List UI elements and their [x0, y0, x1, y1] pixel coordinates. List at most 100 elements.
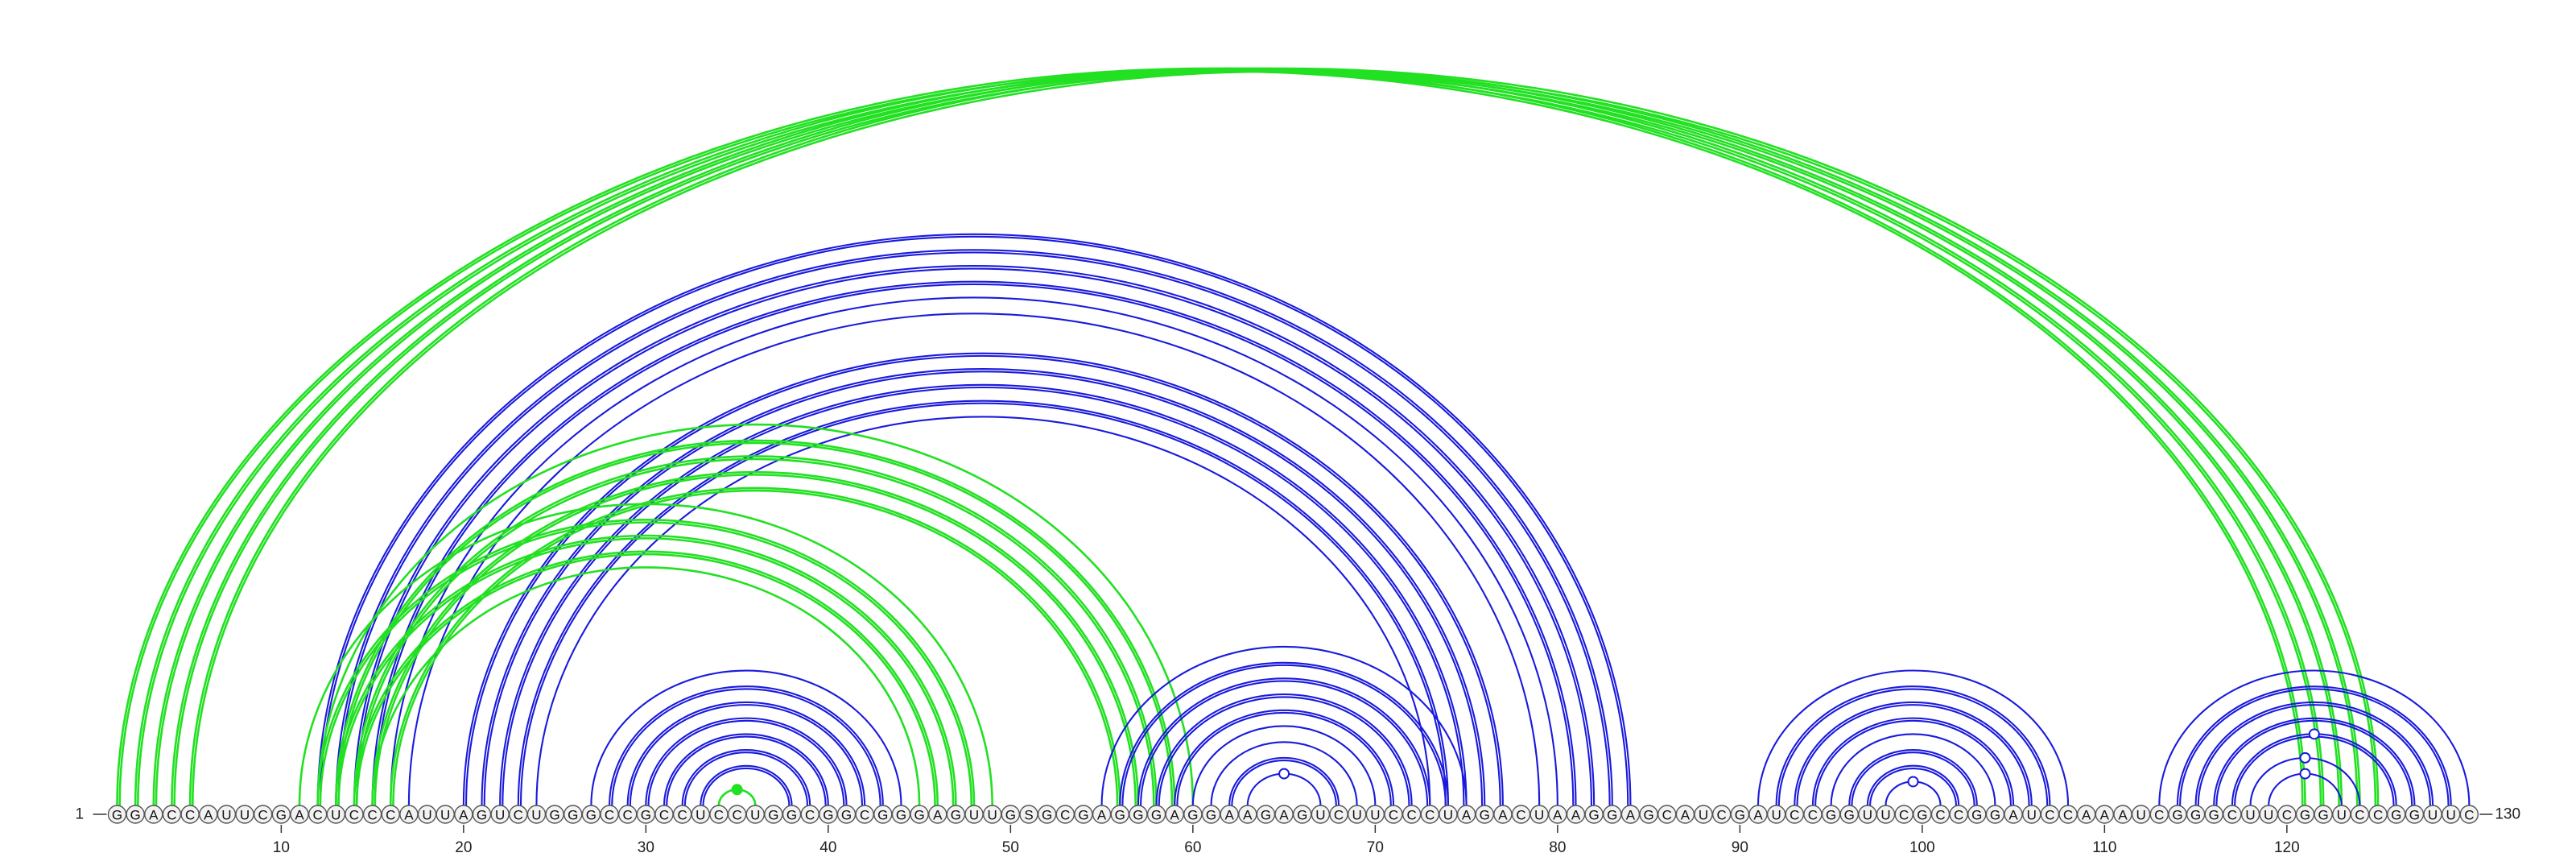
arc-56-74-inner: [1121, 664, 1447, 806]
nucleotide-11: A: [295, 808, 304, 823]
arc-97-102: [1866, 764, 1960, 806]
nucleotide-106: U: [2027, 808, 2037, 823]
nucleotide-69: U: [1352, 808, 1362, 823]
arc-55-75: [1100, 645, 1468, 806]
nucleotide-104: G: [1990, 808, 2000, 823]
arc-91-108: [1757, 669, 2070, 806]
arc-95-104: [1830, 733, 1996, 806]
tick-50-label: 50: [1002, 839, 1019, 856]
nucleotide-25: G: [549, 808, 559, 823]
nucleotide-23: C: [514, 808, 523, 823]
nucleotide-90: G: [1735, 808, 1745, 823]
nucleotide-89: C: [1717, 808, 1727, 823]
nucleotide-40: G: [823, 808, 833, 823]
arc-115-128-inner: [2197, 704, 2431, 806]
arc-5-125-inner: [192, 69, 2377, 806]
nucleotide-102: C: [1954, 808, 1963, 823]
nucleotide-10: G: [276, 808, 287, 823]
nucleotide-63: A: [1243, 808, 1253, 823]
arc-17-79: [407, 313, 1541, 806]
nucleotide-117: C: [2227, 808, 2237, 823]
nucleotide-79: U: [1534, 808, 1544, 823]
arc-31-40-inner: [666, 735, 827, 806]
arc-23-74: [517, 400, 1449, 806]
arc-14-82: [353, 265, 1596, 806]
nucleotide-75: A: [1462, 808, 1472, 823]
nucleotide-86: C: [1662, 808, 1672, 823]
nucleotide-93: C: [1790, 808, 1799, 823]
nucleotide-83: G: [1607, 808, 1617, 823]
nucleotide-96: G: [1844, 808, 1855, 823]
nucleotide-91: A: [1753, 808, 1763, 823]
nucleotide-53: C: [1060, 808, 1070, 823]
nucleotide-95: G: [1826, 808, 1836, 823]
arc-115-128: [2194, 701, 2434, 806]
arc-12-84-inner: [319, 235, 1629, 806]
arc-13-47-inner: [337, 536, 955, 806]
nucleotide-62: A: [1224, 808, 1234, 823]
nucleotide-24: U: [531, 808, 541, 823]
arc-57-73-inner: [1140, 680, 1429, 806]
arc-marker-98-101: [1907, 776, 1919, 788]
nucleotide-21: G: [477, 808, 487, 823]
nucleotide-15: C: [367, 808, 377, 823]
arc-22-75: [499, 383, 1468, 806]
nucleotide-43: G: [877, 808, 888, 823]
nucleotide-44: G: [896, 808, 906, 823]
arc-62-68-inner: [1231, 760, 1337, 806]
nucleotide-1: G: [112, 808, 122, 823]
nucleotide-111: A: [2118, 808, 2128, 823]
nucleotide-57: G: [1133, 808, 1143, 823]
arc-59-71-inner: [1176, 711, 1392, 806]
nucleotide-110: A: [2100, 808, 2110, 823]
arc-13-83: [335, 249, 1613, 806]
nucleotide-5: C: [185, 808, 195, 823]
nucleotide-55: A: [1097, 808, 1107, 823]
arc-marker-117-126: [2308, 728, 2320, 740]
nucleotide-22: U: [495, 808, 505, 823]
nucleotide-70: U: [1370, 808, 1380, 823]
arc-16-56-inner: [392, 489, 1119, 806]
arc-57-73: [1137, 677, 1431, 806]
nucleotide-48: U: [969, 808, 979, 823]
tick-70-label: 70: [1367, 839, 1384, 856]
nucleotide-59: A: [1170, 808, 1180, 823]
nucleotide-27: G: [586, 808, 597, 823]
nucleotide-61: G: [1206, 808, 1216, 823]
arc-59-71: [1174, 709, 1395, 806]
nucleotide-88: U: [1699, 808, 1708, 823]
arc-96-103-inner: [1851, 751, 1975, 806]
nucleotide-66: G: [1297, 808, 1307, 823]
arc-116-127-inner: [2215, 719, 2413, 806]
nucleotide-97: U: [1863, 808, 1872, 823]
nucleotide-99: C: [1899, 808, 1909, 823]
nucleotide-39: C: [805, 808, 815, 823]
nucleotide-51: S: [1024, 808, 1033, 823]
arc-22-75-inner: [502, 387, 1465, 806]
nucleotide-7: U: [221, 808, 231, 823]
arc-29-42: [626, 701, 866, 806]
nucleotide-118: U: [2245, 808, 2255, 823]
nucleotide-32: C: [678, 808, 687, 823]
nucleotide-19: U: [440, 808, 450, 823]
nucleotide-35: C: [732, 808, 741, 823]
nucleotide-87: A: [1681, 808, 1690, 823]
nucleotide-76: G: [1480, 808, 1490, 823]
nucleotide-98: U: [1880, 808, 1890, 823]
nucleotide-81: A: [1571, 808, 1581, 823]
nucleotide-103: G: [1971, 808, 1982, 823]
nucleotide-6: A: [204, 808, 213, 823]
nucleotide-109: A: [2082, 808, 2091, 823]
arc-15-81: [371, 280, 1577, 806]
nucleotide-41: G: [841, 808, 852, 823]
arc-94-105: [1811, 717, 2015, 806]
nucleotide-42: C: [860, 808, 869, 823]
arc-30-41-inner: [647, 719, 845, 806]
nucleotide-8: U: [240, 808, 250, 823]
nucleotide-14: C: [349, 808, 359, 823]
nucleotide-113: C: [2154, 808, 2164, 823]
tick-110-label: 110: [2092, 839, 2116, 856]
nucleotide-130: C: [2464, 808, 2474, 823]
arc-14-58-inner: [355, 457, 1155, 806]
arc-15-57-inner: [374, 474, 1137, 806]
